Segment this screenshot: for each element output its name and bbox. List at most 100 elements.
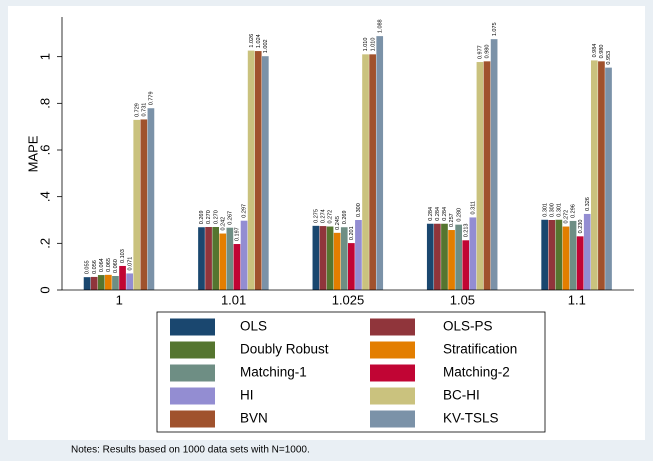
- value-label: 0.065: [106, 258, 112, 272]
- value-label: 0.284: [442, 207, 448, 221]
- x-tick-label: 1.01: [221, 292, 246, 307]
- value-label: 0.055: [85, 260, 91, 274]
- value-label: 0.213: [463, 224, 469, 238]
- bar: [319, 226, 327, 290]
- bar: [83, 277, 91, 290]
- bar: [490, 39, 498, 290]
- legend-label: Matching-1: [240, 365, 307, 380]
- value-label: 0.300: [549, 203, 555, 217]
- y-tick-label: 0: [37, 286, 52, 293]
- value-label: 0.103: [120, 249, 126, 263]
- bar: [205, 227, 212, 290]
- bar: [326, 226, 334, 290]
- value-label: 0.269: [199, 210, 205, 224]
- bar: [448, 230, 455, 290]
- value-label: 0.272: [564, 210, 570, 224]
- bar: [590, 60, 598, 291]
- value-label: 0.056: [92, 260, 98, 274]
- bar: [140, 119, 148, 290]
- bar: [605, 67, 612, 290]
- bar: [476, 62, 484, 291]
- bar: [426, 223, 434, 290]
- value-label: 0.064: [99, 258, 105, 272]
- bar: [455, 224, 462, 290]
- value-label: 0.267: [228, 211, 234, 225]
- bar: [469, 217, 477, 290]
- value-label: 0.779: [149, 91, 155, 105]
- y-tick-label: .4: [37, 191, 52, 202]
- bar: [247, 50, 255, 290]
- value-label: 0.729: [134, 103, 140, 117]
- bar: [212, 227, 220, 290]
- legend-label: OLS-PS: [443, 319, 493, 334]
- value-label: 0.953: [606, 51, 612, 65]
- bar: [112, 276, 119, 290]
- value-label: 0.980: [599, 45, 605, 59]
- legend-swatch: [170, 387, 215, 405]
- bar: [434, 223, 441, 290]
- value-label: 0.230: [578, 220, 584, 234]
- x-tick-label: 1.025: [332, 292, 365, 307]
- bar: [147, 108, 155, 290]
- bar: [312, 225, 320, 290]
- legend-swatch: [370, 387, 415, 405]
- bar: [233, 244, 241, 290]
- bar: [462, 240, 470, 290]
- y-tick-label: .8: [37, 98, 52, 109]
- value-label: 0.300: [356, 203, 362, 217]
- bar: [333, 232, 341, 290]
- value-label: 1.010: [363, 38, 369, 52]
- bar: [261, 56, 269, 291]
- value-label: 0.245: [335, 216, 341, 230]
- bar: [254, 51, 262, 290]
- value-label: 1.002: [263, 39, 269, 53]
- value-label: 1.010: [370, 38, 376, 52]
- bar: [105, 274, 112, 290]
- legend-swatch: [370, 318, 415, 336]
- value-label: 0.984: [592, 44, 598, 58]
- bar: [376, 36, 384, 291]
- value-label: 0.201: [349, 226, 355, 240]
- bar: [97, 275, 105, 290]
- value-label: 0.270: [206, 210, 212, 224]
- bar: [133, 119, 141, 291]
- legend-label: Matching-2: [443, 365, 510, 380]
- value-label: 1.088: [377, 19, 383, 33]
- value-label: 1.026: [249, 34, 255, 48]
- legend-swatch: [170, 318, 215, 336]
- bar: [583, 213, 591, 290]
- legend-label: HI: [240, 388, 254, 403]
- x-tick-label: 1.1: [568, 292, 586, 307]
- value-label: 0.060: [113, 259, 119, 273]
- value-label: 0.071: [127, 257, 133, 271]
- bar: [576, 236, 584, 290]
- value-label: 0.280: [456, 208, 462, 222]
- legend-swatch: [370, 364, 415, 382]
- bar: [240, 220, 248, 290]
- value-label: 0.301: [542, 203, 548, 217]
- value-label: 0.297: [242, 204, 248, 218]
- value-label: 0.284: [435, 207, 441, 221]
- legend-label: BVN: [240, 411, 268, 426]
- bar: [90, 276, 98, 290]
- x-tick-label: 1.05: [450, 292, 475, 307]
- bar: [369, 54, 376, 291]
- value-label: 0.275: [314, 209, 320, 223]
- bar: [441, 223, 448, 290]
- legend-swatch: [370, 410, 415, 428]
- bar: [569, 220, 577, 290]
- legend-label: OLS: [240, 319, 267, 334]
- bar: [548, 220, 556, 290]
- value-label: 0.197: [235, 227, 241, 241]
- legend-label: KV-TSLS: [443, 411, 499, 426]
- legend-label: Stratification: [443, 342, 517, 357]
- legend-swatch: [170, 364, 215, 382]
- bar: [226, 227, 234, 290]
- value-label: 0.284: [428, 207, 434, 221]
- value-label: 0.311: [470, 201, 476, 214]
- value-label: 0.296: [571, 204, 577, 218]
- value-label: 1.075: [492, 22, 498, 36]
- bar: [483, 61, 491, 291]
- notes: Notes: Results based on 1000 data sets w…: [71, 445, 310, 456]
